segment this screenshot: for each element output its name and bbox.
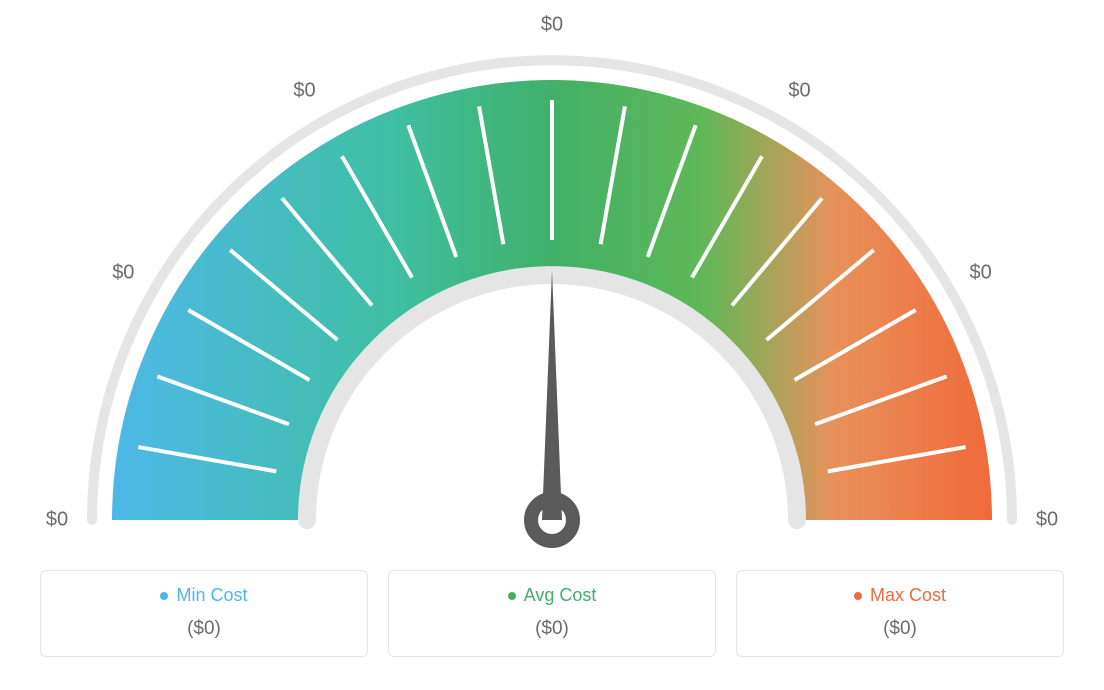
legend-dot-min (160, 592, 168, 600)
legend-card-avg: Avg Cost ($0) (388, 570, 716, 657)
gauge-tick-label: $0 (788, 80, 810, 103)
legend-label-avg: Avg Cost (524, 585, 597, 606)
gauge-tick-label: $0 (112, 261, 134, 284)
legend-value-max: ($0) (737, 618, 1063, 640)
legend-label-min: Min Cost (176, 585, 247, 606)
gauge-svg (0, 0, 1104, 560)
gauge-chart: $0 $0 $0 $0 $0 $0 $0 (0, 0, 1104, 560)
legend-label-max: Max Cost (870, 585, 946, 606)
legend-card-max: Max Cost ($0) (736, 570, 1064, 657)
legend-card-min: Min Cost ($0) (40, 570, 368, 657)
legend-title-min: Min Cost (160, 585, 247, 606)
legend-title-avg: Avg Cost (508, 585, 597, 606)
gauge-tick-label: $0 (541, 14, 563, 37)
legend-row: Min Cost ($0) Avg Cost ($0) Max Cost ($0… (0, 570, 1104, 657)
legend-title-max: Max Cost (854, 585, 946, 606)
gauge-tick-label: $0 (1036, 509, 1058, 532)
gauge-tick-label: $0 (970, 261, 992, 284)
gauge-tick-label: $0 (46, 509, 68, 532)
legend-value-min: ($0) (41, 618, 367, 640)
gauge-tick-label: $0 (293, 80, 315, 103)
legend-dot-avg (508, 592, 516, 600)
legend-value-avg: ($0) (389, 618, 715, 640)
legend-dot-max (854, 592, 862, 600)
